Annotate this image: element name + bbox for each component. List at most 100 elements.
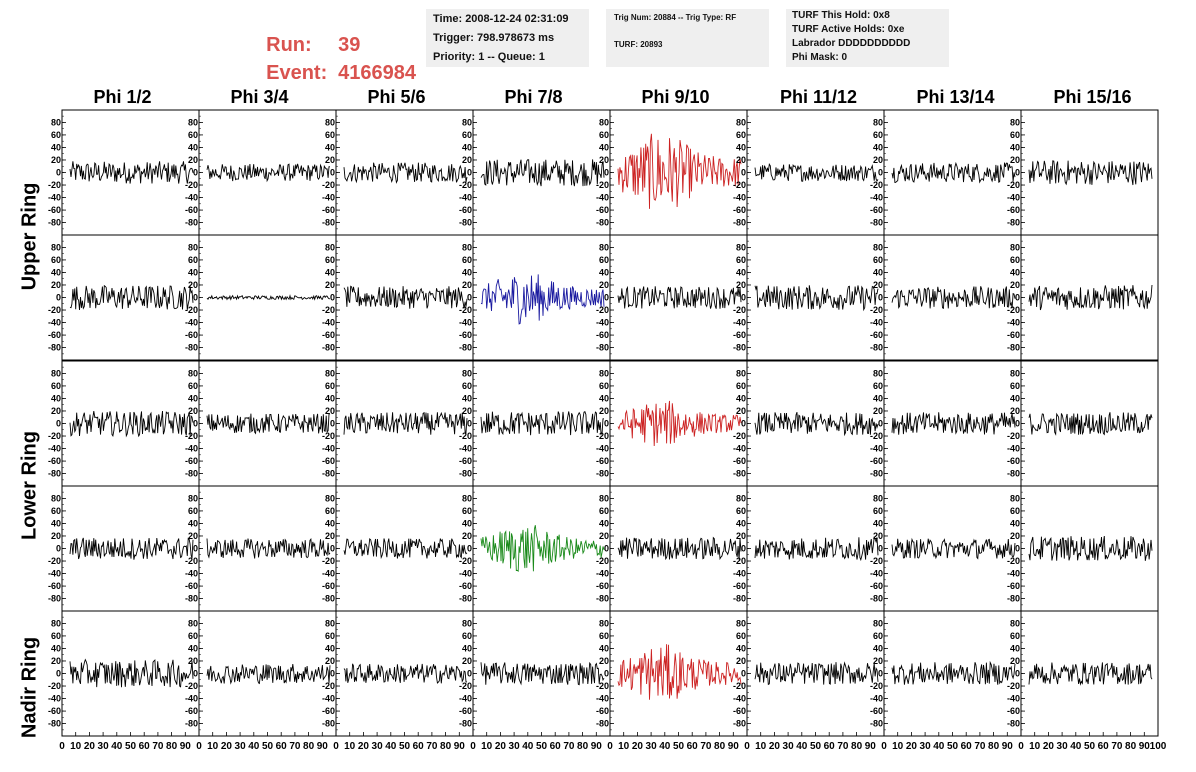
waveform-r0-c0 bbox=[69, 161, 194, 184]
y-tick-label-r2-c1: -40 bbox=[185, 444, 198, 454]
x-tick-label: 40 bbox=[659, 741, 671, 752]
waveform-r3-c6 bbox=[891, 537, 1016, 560]
waveform-r1-c7 bbox=[1028, 284, 1153, 311]
y-tick-label-r4-c0: 80 bbox=[51, 618, 61, 628]
y-tick-label-r0-c7: 40 bbox=[1010, 142, 1020, 152]
y-tick-label-r4-c7: 60 bbox=[1010, 631, 1020, 641]
y-tick-label-r1-c4: 40 bbox=[599, 267, 609, 277]
y-tick-label-r4-c0: -60 bbox=[48, 706, 61, 716]
y-tick-label-r3-c7: -60 bbox=[1007, 581, 1020, 591]
turf-active-holds-text: TURF Active Holds: 0xe bbox=[792, 24, 905, 35]
x-tick-label: 10 bbox=[618, 741, 630, 752]
y-tick-label-r2-c4: -80 bbox=[596, 469, 609, 479]
y-tick-label-r4-c6: -40 bbox=[870, 694, 883, 704]
y-tick-label-r0-c2: 40 bbox=[325, 142, 335, 152]
y-tick-label-r0-c0: 60 bbox=[51, 130, 61, 140]
x-tick-label: 0 bbox=[196, 741, 202, 752]
y-tick-label-r1-c3: -40 bbox=[459, 318, 472, 328]
y-tick-label-r3-c7: -20 bbox=[1007, 556, 1020, 566]
y-tick-label-r1-c7: -60 bbox=[1007, 330, 1020, 340]
y-tick-label-r2-c5: 40 bbox=[736, 393, 746, 403]
y-tick-label-r1-c2: 60 bbox=[325, 255, 335, 265]
y-tick-label-r4-c4: 80 bbox=[599, 618, 609, 628]
y-tick-label-r2-c6: 60 bbox=[873, 381, 883, 391]
y-tick-label-r3-c4: 40 bbox=[599, 518, 609, 528]
y-tick-label-r2-c7: 40 bbox=[1010, 393, 1020, 403]
y-tick-label-r4-c7: -80 bbox=[1007, 719, 1020, 729]
waveform-r2-c4 bbox=[617, 400, 742, 447]
y-tick-label-r2-c5: 0 bbox=[741, 419, 746, 429]
y-tick-label-r4-c5: 20 bbox=[736, 656, 746, 666]
waveform-r1-c0 bbox=[69, 284, 194, 311]
event-value-text: 4166984 bbox=[338, 62, 416, 84]
y-tick-label-r4-c1: -20 bbox=[185, 681, 198, 691]
y-tick-label-r1-c1: 60 bbox=[188, 255, 198, 265]
y-tick-label-r0-c1: 0 bbox=[193, 168, 198, 178]
y-tick-label-r0-c4: -40 bbox=[596, 193, 609, 203]
y-tick-label-r3-c6: -60 bbox=[870, 581, 883, 591]
y-tick-label-r3-c4: -20 bbox=[596, 556, 609, 566]
y-tick-label-r1-c1: 0 bbox=[193, 293, 198, 303]
y-tick-label-r2-c4: -40 bbox=[596, 444, 609, 454]
y-tick-label-r3-c1: 80 bbox=[188, 493, 198, 503]
y-tick-label-r4-c5: 0 bbox=[741, 669, 746, 679]
y-tick-label-r0-c6: -80 bbox=[870, 218, 883, 228]
y-tick-label-r3-c5: 20 bbox=[736, 531, 746, 541]
x-tick-label: 0 bbox=[744, 741, 750, 752]
y-tick-label-r1-c6: -80 bbox=[870, 343, 883, 353]
y-tick-label-r2-c5: -60 bbox=[733, 456, 746, 466]
y-tick-label-r2-c4: 60 bbox=[599, 381, 609, 391]
y-tick-label-r1-c4: -20 bbox=[596, 305, 609, 315]
y-tick-label-r1-c5: 20 bbox=[736, 280, 746, 290]
y-tick-label-r1-c0: -60 bbox=[48, 330, 61, 340]
y-tick-label-r1-c6: -40 bbox=[870, 318, 883, 328]
y-tick-label-r3-c3: -60 bbox=[459, 581, 472, 591]
y-tick-label-r2-c2: 60 bbox=[325, 381, 335, 391]
y-tick-label-r1-c4: 0 bbox=[604, 293, 609, 303]
y-tick-label-r1-c2: 80 bbox=[325, 242, 335, 252]
y-tick-label-r0-c6: 0 bbox=[878, 168, 883, 178]
y-tick-label-r3-c0: -60 bbox=[48, 581, 61, 591]
y-tick-label-r2-c4: 80 bbox=[599, 368, 609, 378]
y-tick-label-r4-c0: 0 bbox=[56, 669, 61, 679]
y-tick-label-r3-c6: -40 bbox=[870, 569, 883, 579]
x-tick-label: 10 bbox=[344, 741, 356, 752]
y-tick-label-r4-c5: 80 bbox=[736, 618, 746, 628]
x-tick-label: 20 bbox=[906, 741, 918, 752]
y-tick-label-r0-c7: 20 bbox=[1010, 155, 1020, 165]
y-tick-label-r1-c7: 40 bbox=[1010, 267, 1020, 277]
y-tick-label-r4-c2: 80 bbox=[325, 618, 335, 628]
x-tick-label: 70 bbox=[289, 741, 301, 752]
y-tick-label-r2-c2: 0 bbox=[330, 419, 335, 429]
y-tick-label-r2-c3: 40 bbox=[462, 393, 472, 403]
x-tick-label: 20 bbox=[769, 741, 781, 752]
y-tick-label-r3-c2: 20 bbox=[325, 531, 335, 541]
y-tick-label-r3-c2: 80 bbox=[325, 493, 335, 503]
x-tick-label: 50 bbox=[125, 741, 137, 752]
x-tick-label: 0 bbox=[607, 741, 613, 752]
phi-mask-text: Phi Mask: 0 bbox=[792, 52, 848, 63]
y-tick-label-r0-c5: -40 bbox=[733, 193, 746, 203]
y-tick-label-r2-c6: 80 bbox=[873, 368, 883, 378]
y-tick-label-r2-c5: -40 bbox=[733, 444, 746, 454]
y-tick-label-r1-c0: 80 bbox=[51, 242, 61, 252]
y-tick-label-r4-c3: 0 bbox=[467, 669, 472, 679]
y-tick-label-r0-c4: -60 bbox=[596, 205, 609, 215]
x-tick-label: 40 bbox=[385, 741, 397, 752]
y-tick-label-r1-c7: -40 bbox=[1007, 318, 1020, 328]
y-tick-label-r1-c3: 40 bbox=[462, 267, 472, 277]
y-tick-label-r0-c3: 0 bbox=[467, 168, 472, 178]
y-tick-label-r0-c0: -20 bbox=[48, 180, 61, 190]
y-tick-label-r4-c3: 40 bbox=[462, 643, 472, 653]
y-tick-label-r0-c4: 60 bbox=[599, 130, 609, 140]
y-tick-label-r4-c6: 40 bbox=[873, 643, 883, 653]
y-tick-label-r4-c5: 40 bbox=[736, 643, 746, 653]
y-tick-label-r4-c4: -80 bbox=[596, 719, 609, 729]
y-tick-label-r2-c3: 0 bbox=[467, 419, 472, 429]
y-tick-label-r3-c0: 0 bbox=[56, 544, 61, 554]
y-tick-label-r1-c7: 20 bbox=[1010, 280, 1020, 290]
y-tick-label-r0-c4: 80 bbox=[599, 117, 609, 127]
y-tick-label-r3-c0: -20 bbox=[48, 556, 61, 566]
y-tick-label-r1-c2: -60 bbox=[322, 330, 335, 340]
